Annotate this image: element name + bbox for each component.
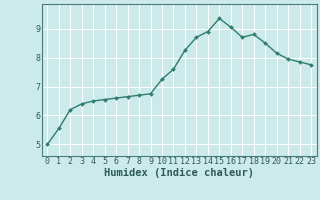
X-axis label: Humidex (Indice chaleur): Humidex (Indice chaleur) [104, 168, 254, 178]
